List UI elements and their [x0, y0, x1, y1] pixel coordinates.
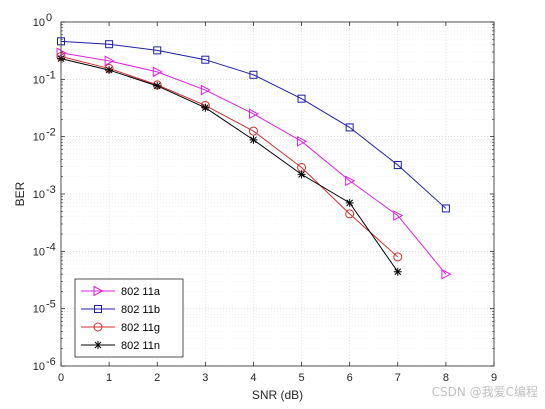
data-point — [201, 55, 210, 64]
x-tick-label: 4 — [250, 372, 256, 384]
y-tick-exponent: -6 — [46, 356, 56, 368]
y-tick-label: 10 — [33, 74, 45, 86]
data-point — [345, 123, 354, 132]
y-tick-exponent: -4 — [46, 241, 56, 253]
y-axis-label: BER — [13, 181, 27, 206]
series-line — [60, 58, 399, 273]
series-802-11a — [56, 47, 452, 280]
series-line — [60, 40, 447, 209]
data-point — [200, 84, 211, 96]
legend-label: 802 11a — [121, 286, 161, 298]
y-tick-exponent: 0 — [46, 12, 52, 24]
data-point — [441, 204, 450, 213]
legend-swatch-marker — [93, 322, 103, 332]
y-tick-label: 10 — [33, 246, 45, 258]
series-layer — [56, 37, 452, 280]
legend: 802 11a 802 11b 802 11g 802 11n — [74, 278, 184, 358]
legend-item: 802 11n — [81, 340, 160, 352]
y-tick-label: 10 — [33, 304, 45, 316]
x-tick-label: 8 — [443, 372, 449, 384]
legend-swatch-marker — [93, 285, 104, 297]
data-point — [153, 81, 162, 90]
data-point — [249, 70, 258, 79]
data-point — [393, 161, 402, 170]
x-tick-label: 3 — [202, 372, 208, 384]
y-tick-exponent: -2 — [46, 127, 56, 139]
x-tick-label: 2 — [154, 372, 160, 384]
data-point — [393, 252, 403, 262]
series-line — [60, 52, 447, 275]
legend-item: 802 11g — [81, 322, 160, 334]
data-point — [248, 126, 258, 136]
legend-label: 802 11g — [121, 322, 160, 334]
data-point — [105, 66, 114, 75]
legend-swatch-marker — [94, 305, 102, 313]
data-point — [441, 268, 452, 280]
data-point — [248, 108, 260, 120]
legend-box — [74, 278, 184, 358]
data-point — [201, 103, 210, 112]
data-point — [393, 267, 402, 276]
data-point — [297, 135, 308, 147]
data-point — [345, 175, 356, 187]
data-point — [345, 209, 355, 219]
x-axis-label: SNR (dB) — [252, 388, 303, 402]
y-tick-label: 10 — [33, 361, 45, 373]
x-tick-label: 7 — [395, 372, 401, 384]
y-tick-exponent: -5 — [46, 299, 56, 311]
y-tick-label: 10 — [33, 17, 45, 29]
y-tick-exponent: -3 — [46, 184, 56, 196]
legend-item: 802 11a — [81, 285, 161, 298]
series-802-11b — [57, 37, 450, 213]
watermark: CSDN @我爱C编程 — [432, 384, 538, 399]
data-point — [104, 55, 115, 67]
data-point — [105, 40, 114, 49]
data-point — [345, 198, 354, 207]
x-tick-label: 9 — [491, 372, 497, 384]
y-tick-exponent: -1 — [46, 69, 56, 81]
series-line — [60, 56, 399, 258]
data-point — [152, 66, 163, 78]
legend-swatch-marker — [94, 341, 102, 349]
data-point — [297, 94, 306, 103]
data-point — [297, 170, 306, 179]
y-tick-label: 10 — [33, 132, 45, 144]
y-tick-label: 10 — [33, 189, 45, 201]
x-tick-label: 1 — [106, 372, 112, 384]
x-tick-label: 0 — [58, 372, 64, 384]
x-tick-label: 6 — [347, 372, 353, 384]
legend-item: 802 11b — [81, 304, 160, 316]
series-802-11n — [57, 54, 402, 276]
legend-label: 802 11n — [121, 340, 160, 352]
data-point — [249, 135, 258, 144]
x-tick-label: 5 — [298, 372, 304, 384]
data-point — [153, 46, 162, 55]
legend-label: 802 11b — [121, 304, 160, 316]
data-point — [393, 210, 404, 221]
